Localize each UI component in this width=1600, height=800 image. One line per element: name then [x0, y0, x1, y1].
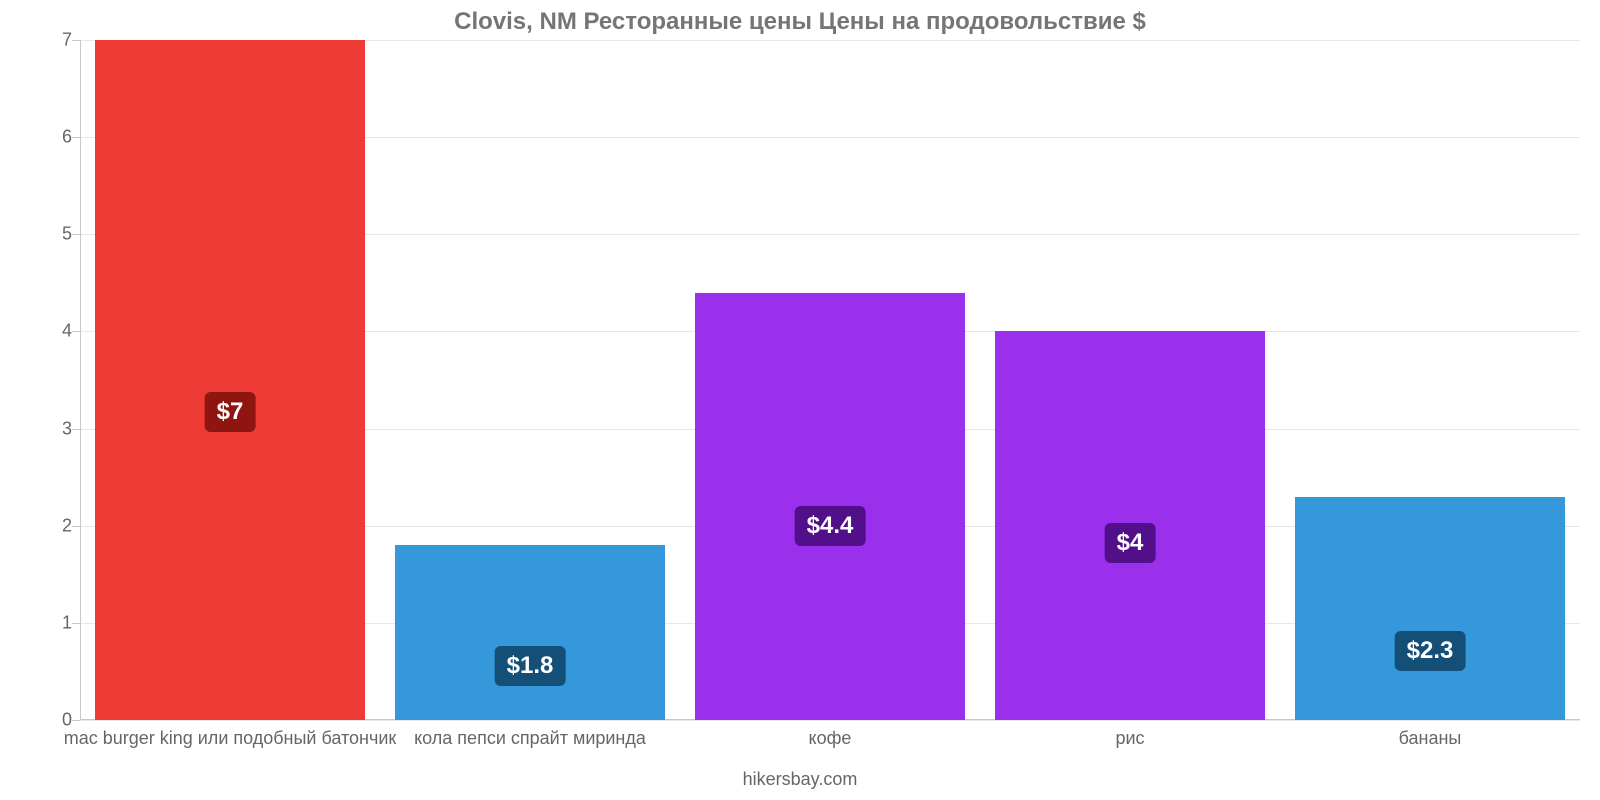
chart-title: Clovis, NM Ресторанные цены Цены на прод…	[0, 0, 1600, 40]
y-tick-mark	[72, 40, 80, 41]
x-axis-labels: mac burger king или подобный батончиккол…	[80, 728, 1580, 758]
x-tick-label: бананы	[1399, 728, 1462, 749]
gridline	[80, 720, 1580, 721]
y-tick-mark	[72, 331, 80, 332]
bar-value-badge: $1.8	[495, 646, 566, 686]
y-tick-label: 4	[12, 321, 72, 342]
bar-value-badge: $4.4	[795, 506, 866, 546]
y-tick-mark	[72, 429, 80, 430]
x-tick-label: кофе	[809, 728, 852, 749]
y-axis-line	[80, 40, 81, 720]
x-tick-label: рис	[1115, 728, 1144, 749]
y-tick-label: 2	[12, 515, 72, 536]
y-tick-mark	[72, 623, 80, 624]
x-tick-label: кола пепси спрайт миринда	[414, 728, 646, 749]
y-tick-label: 5	[12, 224, 72, 245]
y-tick-mark	[72, 234, 80, 235]
bar-value-badge: $7	[205, 392, 256, 432]
chart-footer: hikersbay.com	[0, 769, 1600, 790]
y-tick-label: 6	[12, 127, 72, 148]
y-tick-mark	[72, 137, 80, 138]
bar: $4.4	[695, 293, 965, 720]
bar: $2.3	[1295, 497, 1565, 720]
y-tick-label: 1	[12, 612, 72, 633]
bar: $1.8	[395, 545, 665, 720]
x-tick-label: mac burger king или подобный батончик	[64, 728, 397, 749]
y-tick-mark	[72, 526, 80, 527]
bar: $7	[95, 40, 365, 720]
y-tick-label: 3	[12, 418, 72, 439]
y-tick-mark	[72, 720, 80, 721]
bar-value-badge: $4	[1105, 523, 1156, 563]
chart-plot-area: $7 $1.8 $4.4 $4 $2.3	[80, 40, 1580, 720]
y-tick-label: 0	[12, 710, 72, 731]
bar: $4	[995, 331, 1265, 720]
y-tick-label: 7	[12, 30, 72, 51]
bar-value-badge: $2.3	[1395, 631, 1466, 671]
